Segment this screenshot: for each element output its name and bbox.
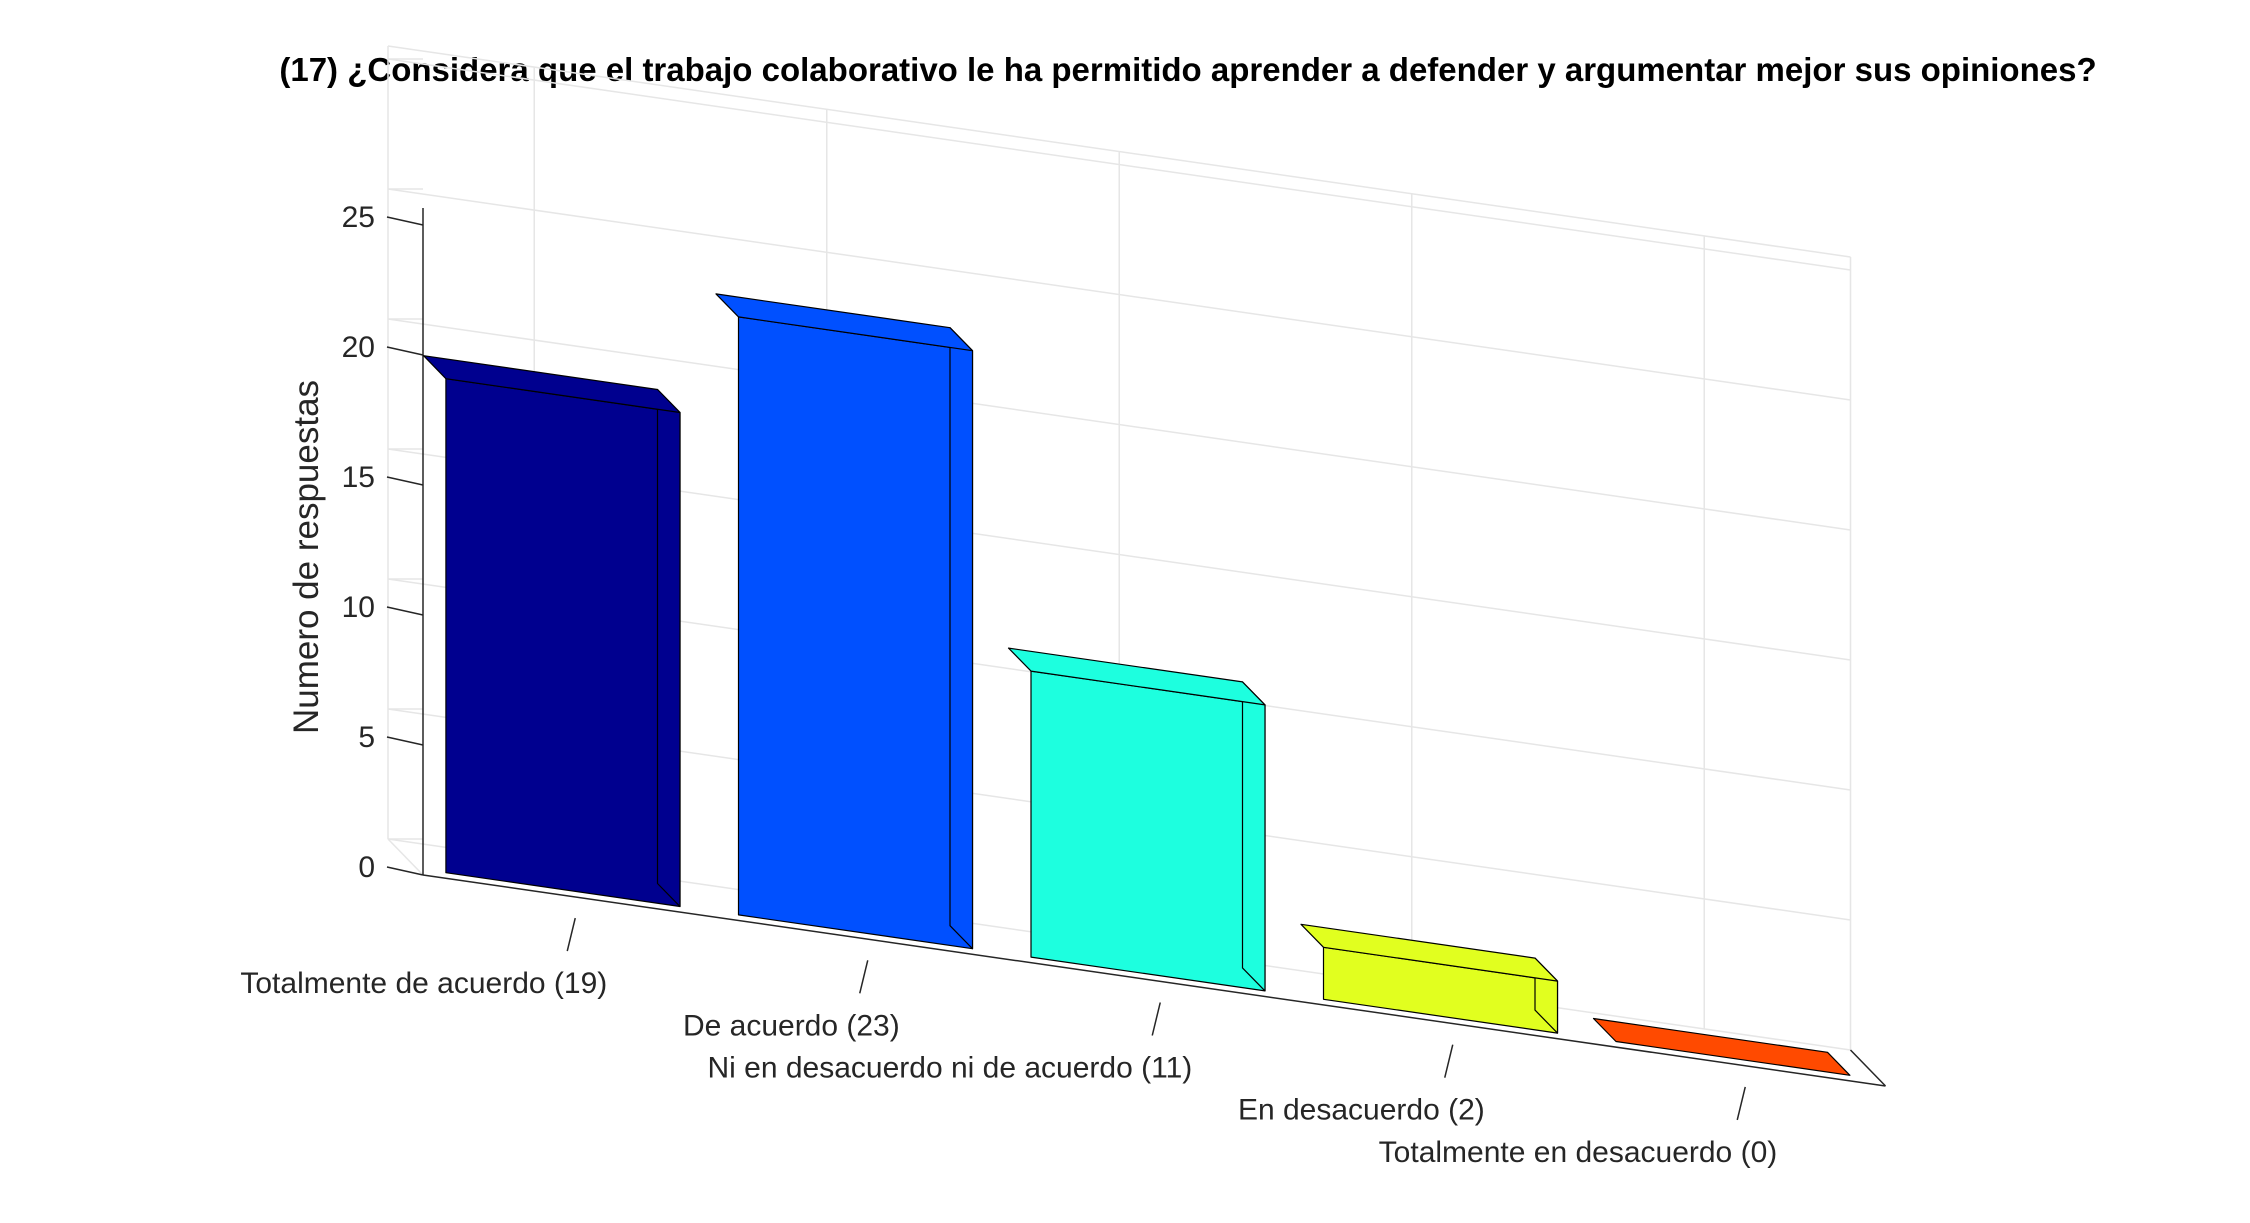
y-tick-label: 25 [342,201,375,234]
bar-front-face [737,316,974,950]
bar-top-face [1592,1017,1851,1076]
x-category-label: Ni en desacuerdo ni de acuerdo (11) [708,1052,1193,1085]
x-tick [1444,1044,1454,1078]
bar-front-face [1030,670,1266,992]
y-tick [386,216,424,226]
y-tick [386,866,424,876]
x-category-label: De acuerdo (23) [683,1009,900,1042]
depth-axis-line [1849,1049,1887,1087]
x-tick [1151,1002,1161,1036]
y-tick-label: 0 [358,851,375,884]
bar-top-face [715,293,974,352]
bar-front-face [445,378,681,908]
y-tick [386,346,424,356]
y-tick [386,476,424,486]
x-tick [566,917,576,952]
x-category-label: Totalmente de acuerdo (19) [240,967,607,1000]
bar-1 [423,355,681,908]
bar-side-face [949,327,974,950]
y-tick [386,736,424,746]
bar-3 [1007,647,1266,992]
chart-title: (17) ¿Considera que el trabajo colaborat… [279,51,2096,88]
grid-line [387,838,424,876]
bar-top-face [1007,647,1266,706]
x-category-label: En desacuerdo (2) [1238,1094,1485,1127]
x-tick [859,960,869,994]
bar-side-face [1241,681,1266,992]
y-tick-label: 10 [342,591,375,624]
y-axis-label: Numero de respuestas [287,380,326,734]
grid-line [387,45,1851,258]
x-axis-line [422,874,1886,1087]
bar-top-face [423,355,681,414]
chart-labels: 0 5 10 15 20 25 Totalmente de acuerdo (19) De a… [240,201,1777,1169]
bar-side-face [656,388,681,908]
bar-4 [1300,923,1559,1034]
bar-2 [715,293,974,950]
y-tick [386,606,424,616]
chart-bars [423,293,1851,1076]
x-tick [1736,1086,1746,1121]
chart-axes [386,208,1887,1121]
y-tick-label: 20 [342,331,375,364]
x-category-label: Totalmente en desacuerdo (0) [1379,1136,1778,1169]
bar-5 [1592,1017,1851,1076]
y-tick-label: 5 [358,721,375,754]
y-tick-label: 15 [342,461,375,494]
bar-top-face [1300,923,1559,982]
